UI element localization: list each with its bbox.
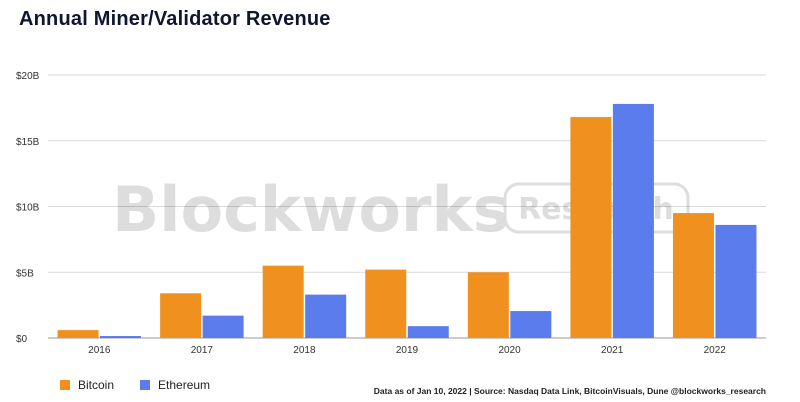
bar-ethereum-2017[interactable] bbox=[202, 315, 244, 338]
y-axis: $0 $5B $10B $15B $20B bbox=[16, 71, 40, 345]
legend: Bitcoin Ethereum bbox=[60, 378, 210, 392]
legend-swatch-bitcoin bbox=[60, 380, 70, 390]
legend-label-ethereum: Ethereum bbox=[158, 378, 211, 392]
legend-item-ethereum[interactable]: Ethereum bbox=[140, 378, 210, 392]
x-tick-label: 2016 bbox=[88, 345, 111, 356]
x-tick-label: 2022 bbox=[704, 345, 727, 356]
legend-item-bitcoin[interactable]: Bitcoin bbox=[60, 378, 114, 392]
bar-ethereum-2018[interactable] bbox=[305, 294, 347, 338]
y-tick-label: $15B bbox=[16, 137, 40, 148]
chart-title: Annual Miner/Validator Revenue bbox=[19, 8, 331, 30]
bar-bitcoin-2017[interactable] bbox=[160, 293, 202, 338]
x-tick-label: 2018 bbox=[293, 345, 316, 356]
watermark-brand: Blockworks bbox=[112, 173, 510, 246]
bar-bitcoin-2021[interactable] bbox=[570, 117, 612, 338]
x-axis: 2016 2017 2018 2019 2020 2021 2022 bbox=[88, 345, 726, 356]
bar-ethereum-2020[interactable] bbox=[510, 311, 552, 338]
bar-ethereum-2021[interactable] bbox=[612, 103, 654, 339]
bar-ethereum-2016[interactable] bbox=[100, 336, 142, 338]
bar-ethereum-2019[interactable] bbox=[407, 326, 449, 338]
x-tick-label: 2017 bbox=[191, 345, 214, 356]
source-note: Data as of Jan 10, 2022 | Source: Nasdaq… bbox=[373, 386, 766, 396]
x-tick-label: 2020 bbox=[498, 345, 521, 356]
y-tick-label: $5B bbox=[16, 268, 34, 279]
x-tick-label: 2019 bbox=[396, 345, 419, 356]
y-tick-label: $0 bbox=[16, 334, 28, 345]
bar-bitcoin-2020[interactable] bbox=[467, 272, 509, 338]
bars bbox=[57, 103, 757, 339]
legend-label-bitcoin: Bitcoin bbox=[78, 378, 115, 392]
y-tick-label: $20B bbox=[16, 71, 40, 82]
bar-bitcoin-2019[interactable] bbox=[365, 269, 407, 338]
x-tick-label: 2021 bbox=[601, 345, 624, 356]
y-tick-label: $10B bbox=[16, 203, 40, 214]
bar-bitcoin-2018[interactable] bbox=[262, 265, 304, 338]
bar-ethereum-2022[interactable] bbox=[715, 224, 757, 338]
bar-bitcoin-2022[interactable] bbox=[672, 213, 714, 338]
legend-swatch-ethereum bbox=[140, 380, 151, 390]
bar-bitcoin-2016[interactable] bbox=[57, 330, 99, 338]
